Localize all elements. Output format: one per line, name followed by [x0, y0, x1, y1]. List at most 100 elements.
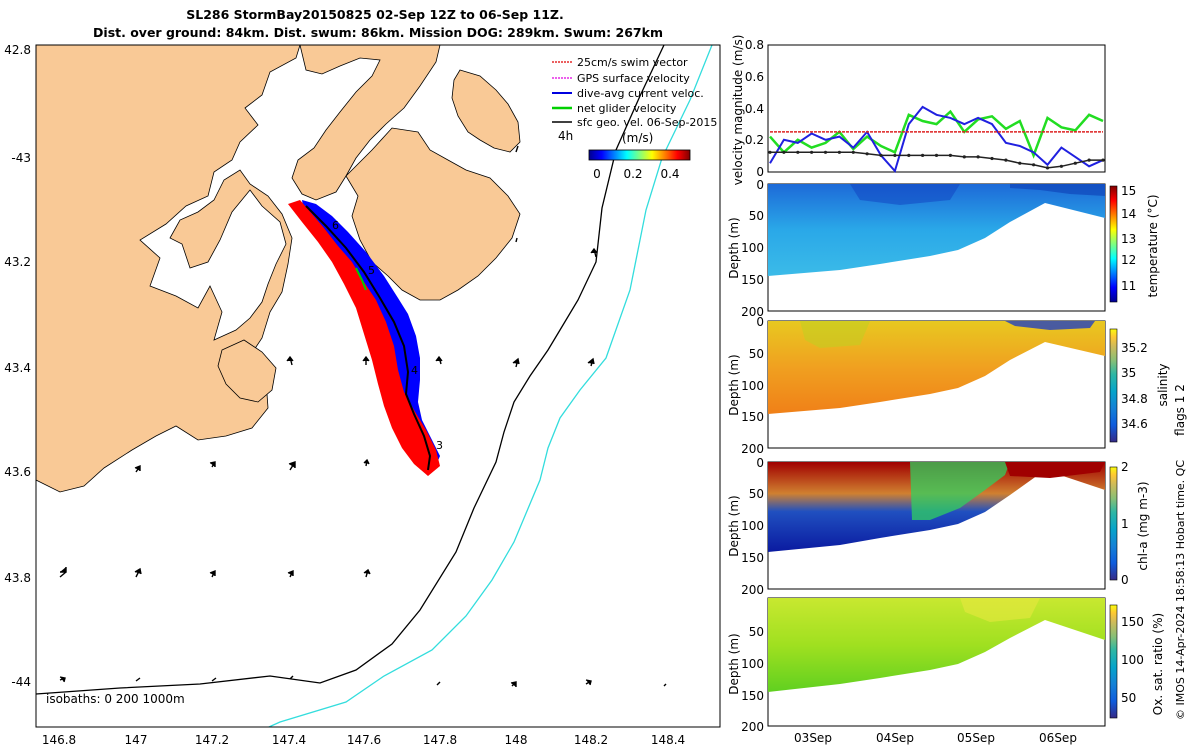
- lat-tick: -43: [11, 151, 31, 165]
- ox-ytick: 200: [741, 720, 764, 734]
- land-bruny: [217, 339, 277, 403]
- salinity-fresh-patch: [1005, 321, 1095, 330]
- lon-tick: 148.4: [651, 733, 685, 747]
- sfc-geo-point: [1087, 158, 1091, 162]
- lat-tick: 42.8: [4, 43, 31, 57]
- map-colorbar-tick: 0.4: [660, 167, 679, 181]
- chl-cbtick: 1: [1121, 517, 1129, 531]
- temp-cblabel: temperature (°C): [1146, 195, 1160, 298]
- lat-tick: 43.2: [4, 255, 31, 269]
- ox-ytick: 50: [749, 625, 764, 639]
- temperature-panel: 0 50 100 150 200 Depth (m) 11 12 13 14 1…: [727, 178, 1160, 319]
- day-label-4: 4: [411, 364, 418, 377]
- sal-cbtick: 34.6: [1121, 417, 1148, 431]
- sfc-geo-point: [990, 156, 994, 161]
- map-legend: 25cm/s swim vector GPS surface velocity …: [552, 56, 717, 181]
- temp-ytick: 50: [749, 209, 764, 223]
- glider-track-red: [288, 200, 440, 476]
- legend-tag: 4h: [558, 129, 573, 143]
- sal-cbtick: 35.2: [1121, 341, 1148, 355]
- day-label-6: 6: [332, 219, 339, 232]
- credit-label: © IMOS 14-Apr-2024 18:58:13 Hobart time.…: [1174, 460, 1187, 720]
- velocity-series-line: [769, 109, 1104, 159]
- lon-tick: 147.8: [423, 733, 457, 747]
- temp-cbtick: 14: [1121, 207, 1136, 221]
- land-peninsula-north: [291, 45, 441, 201]
- sfc-geo-point: [837, 150, 842, 154]
- title-line-1: SL286 StormBay20150825 02-Sep 12Z to 06-…: [186, 7, 563, 22]
- ox-ytick: 150: [741, 689, 764, 703]
- vel-ytick: 0.6: [745, 70, 764, 84]
- map-colorbar: [588, 149, 691, 161]
- chl-ytick: 50: [749, 487, 764, 501]
- oxygen-section: [768, 598, 1105, 692]
- velocity-series: [768, 105, 1105, 174]
- legend-dive-avg: dive-avg current veloc.: [577, 87, 704, 100]
- temp-cbtick: 15: [1121, 184, 1136, 198]
- ox-ylabel: Depth (m): [727, 633, 741, 694]
- map-lat-ticks: 42.8 -43 43.2 43.4 43.6 43.8 -44: [4, 43, 31, 689]
- temp-ytick: 100: [741, 241, 764, 255]
- isobath-200m: [36, 45, 665, 695]
- salinity-colorbar: [1109, 328, 1118, 443]
- glider-net-path: [305, 205, 432, 471]
- time-tick: 06Sep: [1039, 731, 1077, 745]
- glider-green-segment: [355, 267, 367, 291]
- sfc-geo-point: [851, 150, 855, 154]
- temp-ytick: 0: [756, 178, 764, 192]
- sfc-geo-point: [1018, 161, 1022, 165]
- sfc-geo-point: [1004, 158, 1008, 162]
- sal-ytick: 100: [741, 379, 764, 393]
- day-label-5: 5: [368, 264, 375, 277]
- sfc-geo-point: [768, 150, 772, 154]
- sal-ylabel: Depth (m): [727, 354, 741, 415]
- sfc-geo-point: [823, 150, 828, 154]
- vel-ytick: 0.4: [745, 102, 764, 116]
- chl-green-surface: [910, 462, 1010, 520]
- lon-tick: 147.4: [272, 733, 306, 747]
- sfc-geo-point: [865, 152, 869, 156]
- lon-tick: 147.2: [195, 733, 229, 747]
- ox-cbtick: 100: [1121, 653, 1144, 667]
- chl-ylabel: Depth (m): [727, 495, 741, 556]
- isobath-1000m: [267, 45, 713, 727]
- ox-cblabel: Ox. sat. ratio (%): [1151, 613, 1165, 715]
- sal-cbtick: 35: [1121, 366, 1136, 380]
- oxygen-colorbar: [1109, 604, 1118, 719]
- temp-ytick: 150: [741, 273, 764, 287]
- isobaths-label: isobaths: 0 200 1000m: [46, 692, 185, 706]
- lat-tick: 43.4: [4, 361, 31, 375]
- lon-tick: 146.8: [42, 733, 76, 747]
- salinity-panel: 0 50 100 150 200 Depth (m) 34.6 34.8 35 …: [727, 315, 1170, 456]
- temp-cbtick: 13: [1121, 232, 1136, 246]
- sfc-geo-point: [796, 150, 800, 154]
- map-lon-ticks: 146.8 147 147.2 147.4 147.6 147.8 148 14…: [42, 733, 685, 747]
- sfc-geo-point: [976, 155, 980, 159]
- chl-ytick: 150: [741, 551, 764, 565]
- vel-ylabel: velocity magnitude (m/s): [731, 35, 745, 186]
- chl-panel: 0 50 100 150 200 Depth (m) 0 1 2 chl-a (…: [727, 456, 1150, 597]
- sfc-geo-point: [934, 153, 939, 157]
- land-ne: [451, 69, 521, 153]
- temp-cbtick: 11: [1121, 279, 1136, 293]
- lat-tick: 43.6: [4, 465, 31, 479]
- chl-cblabel: chl-a (mg m-3): [1136, 481, 1150, 570]
- sal-cbtick: 34.8: [1121, 392, 1148, 406]
- temperature-warm-patch: [850, 184, 960, 205]
- geo-velocity-arrows: [59, 145, 667, 687]
- sfc-geo-point: [921, 153, 925, 157]
- day-label-3: 3: [436, 439, 443, 452]
- sfc-geo-point: [1059, 164, 1063, 168]
- map-panel: 6 5 4 3 146.8: [4, 43, 721, 747]
- lon-tick: 147.6: [347, 733, 381, 747]
- oxygen-high-patch: [960, 598, 1040, 622]
- temperature-colorbar: [1109, 185, 1118, 303]
- sfc-geo-point: [782, 150, 786, 154]
- time-tick: 03Sep: [794, 731, 832, 745]
- lat-tick: 43.8: [4, 571, 31, 585]
- chl-cbtick: 2: [1121, 460, 1129, 474]
- legend-swim-vector: 25cm/s swim vector: [577, 56, 688, 69]
- map-colorbar-title: (m/s): [622, 131, 653, 145]
- time-tick: 04Sep: [876, 731, 914, 745]
- temp-ylabel: Depth (m): [727, 217, 741, 278]
